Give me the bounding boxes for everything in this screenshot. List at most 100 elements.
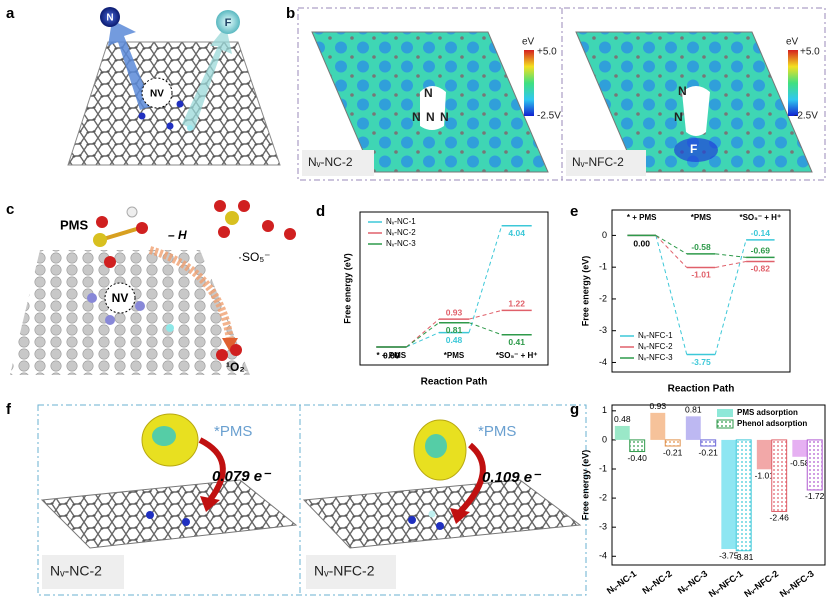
legend-swatch: [717, 409, 733, 417]
value-label: -1.01: [755, 471, 775, 481]
charge-density: [152, 426, 176, 446]
value-label: -0.58: [691, 242, 711, 252]
bar: [614, 425, 630, 440]
y-tick-label: -3: [599, 325, 607, 335]
s-atom: [225, 211, 239, 225]
f-dopant: [187, 125, 193, 131]
value-label: -0.69: [751, 246, 771, 256]
colorbar-unit: eV: [522, 37, 535, 48]
bar: [735, 439, 752, 552]
structure-label: Nᵥ-NC-2: [308, 155, 353, 169]
category-label: * + PMS: [627, 213, 657, 222]
f-region: [674, 138, 718, 162]
colorbar-unit: eV: [786, 37, 799, 48]
panel-f-left: *PMS 0.079 e⁻ Nᵥ-NC-2: [40, 413, 298, 589]
value-label: 0.81: [685, 405, 702, 415]
atom-label: N: [674, 110, 683, 124]
x-tick-label: Nᵥ-NFC-3: [778, 568, 816, 599]
value-label: 0.93: [446, 307, 463, 317]
colorbar-max: +5.0: [537, 47, 557, 58]
y-tick-label: 0: [602, 230, 607, 240]
atom-label: N: [426, 110, 435, 124]
y-tick-label: -2: [599, 492, 607, 502]
value-label: 4.04: [508, 228, 525, 238]
connector: [406, 332, 440, 348]
x-tick-label: Nᵥ-NFC-2: [742, 568, 780, 599]
o-atom: [96, 216, 108, 228]
value-label: -0.21: [699, 447, 719, 457]
panel-c: NV PMS – H ·SO₅⁻ ¹O₂: [10, 200, 296, 375]
x-axis-label: Reaction Path: [421, 377, 488, 388]
arrowhead: [222, 338, 238, 352]
panel-label: a: [6, 5, 15, 22]
structure-label: Nᵥ-NC-2: [50, 563, 102, 579]
atom-label: N: [106, 13, 113, 24]
panel-label: d: [316, 203, 325, 220]
vacancy: [682, 86, 710, 136]
vacancy: [141, 77, 173, 109]
colorbar-max: +5.0: [800, 47, 820, 58]
legend-label: Nᵥ-NFC-3: [638, 353, 673, 362]
legend-label: Nᵥ-NC-3: [386, 239, 416, 248]
y-tick-label: -2: [599, 293, 607, 303]
catalyst-surface: [10, 250, 250, 375]
value-label: 0.48: [614, 414, 631, 424]
value-label: 0.48: [446, 335, 463, 345]
value-label: -3.81: [734, 552, 754, 562]
legend-label: Nᵥ-NC-2: [386, 228, 416, 237]
f-dopant: [428, 510, 436, 518]
value-label: 0.00: [383, 350, 400, 360]
colorbar-min: -2.5V: [537, 111, 561, 122]
n-dopant: [408, 516, 416, 524]
label-box: [306, 555, 396, 589]
bar: [685, 416, 701, 440]
colorbar: [524, 50, 534, 116]
connector: [655, 235, 688, 268]
panel-f-frame: [37, 404, 587, 596]
panel-f-right: *PMS 0.109 e⁻ Nᵥ-NFC-2: [302, 419, 582, 589]
n-dopant: [87, 293, 97, 303]
legend-label: Nᵥ-NFC-1: [638, 331, 673, 340]
label-box: [42, 555, 124, 589]
o-atom: [136, 222, 148, 234]
o-atom: [238, 200, 250, 212]
value-label: -0.58: [790, 458, 810, 468]
arrowhead: [450, 508, 470, 524]
atom-label: N: [678, 84, 687, 98]
o-atom: [262, 220, 274, 232]
n-dopant: [135, 301, 145, 311]
n-dopant: [166, 122, 174, 130]
n-dopant: [176, 100, 184, 108]
connector: [468, 309, 502, 320]
panel-label: e: [570, 203, 578, 220]
x-tick-label: Nᵥ-NC-1: [605, 568, 638, 596]
y-tick-label: -3: [599, 522, 607, 532]
bar: [806, 439, 823, 491]
legend-swatch: [716, 419, 734, 429]
y-tick-label: -1: [599, 262, 607, 272]
panel-label: b: [286, 5, 295, 22]
colorbar-min: -2.5V: [794, 111, 818, 122]
y-tick-label: 0: [602, 434, 607, 444]
x-tick-label: Nᵥ-NC-3: [676, 568, 709, 596]
plot-frame: [611, 209, 791, 373]
connector: [714, 239, 747, 355]
vacancy-label: NV: [112, 291, 129, 305]
category-label: *PMS: [691, 213, 712, 222]
category-label: * + PMS: [377, 351, 407, 360]
atom-label: N: [412, 110, 421, 124]
bar: [792, 439, 808, 457]
graphene-sheet: [67, 41, 281, 166]
value-label: -2.46: [770, 513, 790, 523]
pathway-arrow: [148, 246, 234, 341]
radical-label: ·SO₅⁻: [238, 250, 271, 264]
y-tick-label: 1: [602, 405, 607, 415]
charge-density: [425, 434, 447, 458]
vacancy: [104, 282, 136, 314]
transfer-arrow: [457, 442, 486, 515]
legend-label: PMS adsorption: [737, 408, 798, 417]
y-tick-label: -1: [599, 463, 607, 473]
connector: [406, 318, 440, 348]
